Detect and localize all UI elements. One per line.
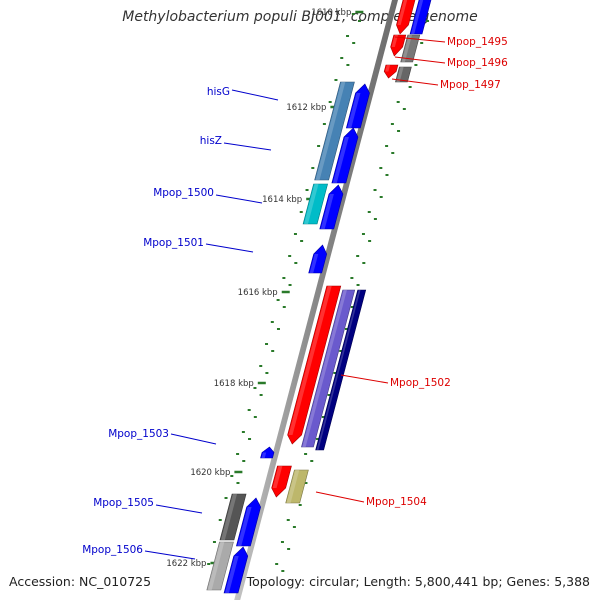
gene-feature-highlight <box>332 137 349 183</box>
leader-line-hisg <box>231 89 279 101</box>
accession-text: Accession: NC_010725 <box>9 574 152 589</box>
gene-feature-highlight <box>237 507 252 546</box>
genome-backbone <box>234 0 399 600</box>
gene-feature-highlight <box>288 286 332 435</box>
leader-line-mpop-1503 <box>170 433 217 445</box>
gene-feature-highlight <box>309 254 319 273</box>
gene-feature-mpop-1502[interactable] <box>287 285 342 445</box>
gene-feature-highlight <box>347 93 361 128</box>
tick-label: 1622 kbp <box>166 559 206 569</box>
leader-line-mpop-1505 <box>155 504 203 514</box>
gene-label-mpop-1502[interactable]: Mpop_1502 <box>390 377 451 389</box>
gene-feature-highlight <box>286 470 300 503</box>
gene-label-mpop-1497[interactable]: Mpop_1497 <box>440 79 501 91</box>
gene-label-hisz[interactable]: hisZ <box>200 135 222 147</box>
leader-line-mpop-1504 <box>315 491 365 503</box>
gene-feature-highlight <box>401 35 412 62</box>
gene-label-mpop-1506[interactable]: Mpop_1506 <box>82 544 143 556</box>
leader-line-mpop-1496 <box>394 56 446 64</box>
leader-line-mpop-1497 <box>391 78 439 86</box>
gene-feature-highlight <box>391 35 398 47</box>
leader-line-mpop-1506 <box>144 550 196 560</box>
gene-label-mpop-1500[interactable]: Mpop_1500 <box>153 187 214 199</box>
gene-label-mpop-1503[interactable]: Mpop_1503 <box>108 428 169 440</box>
gene-feature-highlight <box>207 542 225 590</box>
gene-label-mpop-1495[interactable]: Mpop_1495 <box>447 36 508 48</box>
leader-line-mpop-1500 <box>215 194 263 204</box>
gene-feature-highlight <box>397 0 408 25</box>
tick-label: 1610 kbp <box>311 8 351 18</box>
gene-feature-highlight <box>272 466 283 488</box>
gene-feature-highlight <box>220 494 237 540</box>
gene-label-hisg[interactable]: hisG <box>207 86 230 98</box>
gene-feature-highlight <box>302 290 347 447</box>
genome-summary-text: Topology: circular; Length: 5,800,441 bp… <box>246 574 590 589</box>
tick-label: 1612 kbp <box>286 103 326 113</box>
gene-feature-highlight <box>385 65 391 72</box>
gene-feature-highlight <box>396 67 404 82</box>
gene-label-mpop-1496[interactable]: Mpop_1496 <box>447 57 508 69</box>
gene-label-mpop-1505[interactable]: Mpop_1505 <box>93 497 154 509</box>
gene-feature-highlight <box>261 452 267 458</box>
gene-feature-highlight <box>411 0 424 34</box>
gene-feature-highlight <box>315 82 346 180</box>
gene-feature-highlight <box>316 290 361 450</box>
gene-label-mpop-1504[interactable]: Mpop_1504 <box>366 496 427 508</box>
gene-feature-highlight <box>304 184 319 224</box>
leader-line-mpop-1501 <box>205 243 254 253</box>
tick-label: 1614 kbp <box>262 195 302 205</box>
leader-line-mpop-1502 <box>340 374 389 384</box>
gene-feature-highlight <box>320 194 334 229</box>
leader-line-hisz <box>223 142 272 151</box>
tick-label: 1620 kbp <box>190 468 230 478</box>
gene-label-mpop-1501[interactable]: Mpop_1501 <box>143 237 204 249</box>
gene-feature-mpop-1495[interactable] <box>396 0 417 35</box>
leader-line-mpop-1495 <box>394 36 446 43</box>
gene-feature-highlight <box>225 556 239 593</box>
tick-label: 1616 kbp <box>238 288 278 298</box>
tick-label: 1618 kbp <box>214 379 254 389</box>
